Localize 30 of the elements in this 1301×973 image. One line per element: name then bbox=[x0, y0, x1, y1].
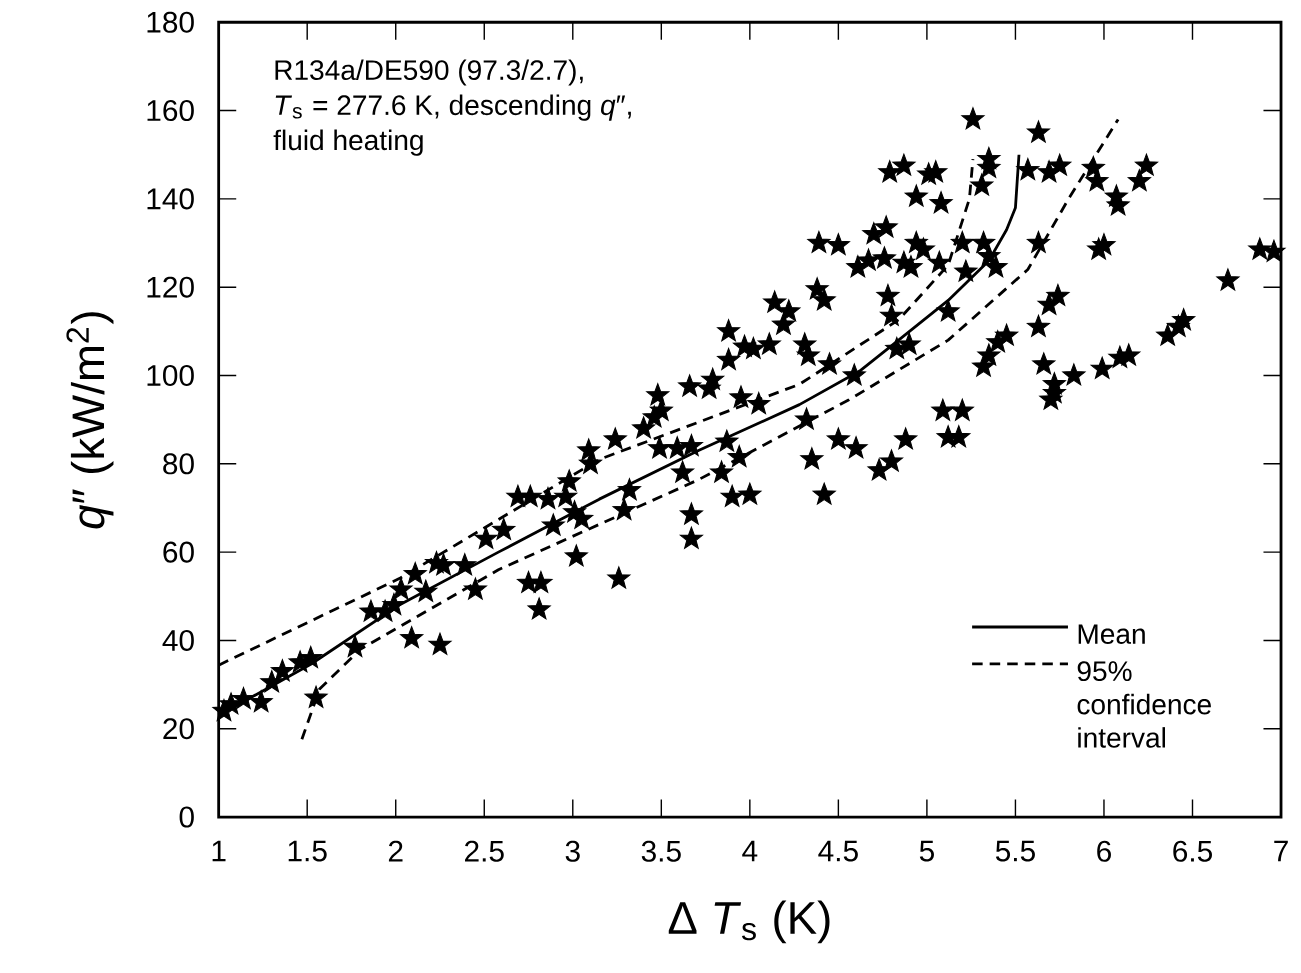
y-tick-label: 120 bbox=[147, 276, 194, 298]
legend-label: 95% confidence interval bbox=[1077, 661, 1211, 748]
y-tick-label: 100 bbox=[147, 365, 194, 387]
x-tick-label: 3 bbox=[565, 840, 580, 862]
x-tick-label: 5 bbox=[919, 840, 934, 862]
annotation: T$_{s}$ = 277.6 K, descending q″, bbox=[275, 94, 631, 121]
x-axis-title: Δ T$_{s}$ (K) bbox=[668, 900, 830, 944]
y-tick-label: 60 bbox=[163, 541, 194, 563]
x-tick-label: 7 bbox=[1274, 840, 1288, 862]
legend-label: Mean bbox=[1078, 624, 1145, 645]
x-tick-label: 1 bbox=[212, 840, 226, 862]
x-tick-label: 1.5 bbox=[288, 840, 327, 862]
x-tick-label: 2 bbox=[388, 840, 403, 862]
x-tick-label: 2.5 bbox=[465, 840, 504, 862]
y-tick-label: 180 bbox=[147, 11, 194, 33]
y-axis-title: q″ (kW/m$^{2}$) bbox=[66, 312, 114, 529]
x-tick-label: 5.5 bbox=[995, 840, 1035, 862]
x-tick-label: 6.5 bbox=[1173, 840, 1212, 862]
annotation: fluid heating bbox=[273, 129, 423, 156]
x-tick-label: 3.5 bbox=[641, 840, 681, 862]
y-tick-label: 0 bbox=[179, 806, 194, 828]
x-tick-label: 4.5 bbox=[818, 840, 858, 862]
x-tick-label: 6 bbox=[1097, 840, 1111, 862]
y-tick-label: 80 bbox=[163, 453, 194, 475]
y-tick-label: 40 bbox=[162, 629, 194, 652]
y-tick-label: 160 bbox=[147, 100, 194, 122]
y-tick-label: 140 bbox=[147, 188, 194, 210]
annotation: R134a/DE590 (97.3/2.7), bbox=[275, 59, 583, 86]
y-tick-label: 20 bbox=[163, 718, 194, 740]
x-tick-label: 4 bbox=[742, 840, 758, 862]
